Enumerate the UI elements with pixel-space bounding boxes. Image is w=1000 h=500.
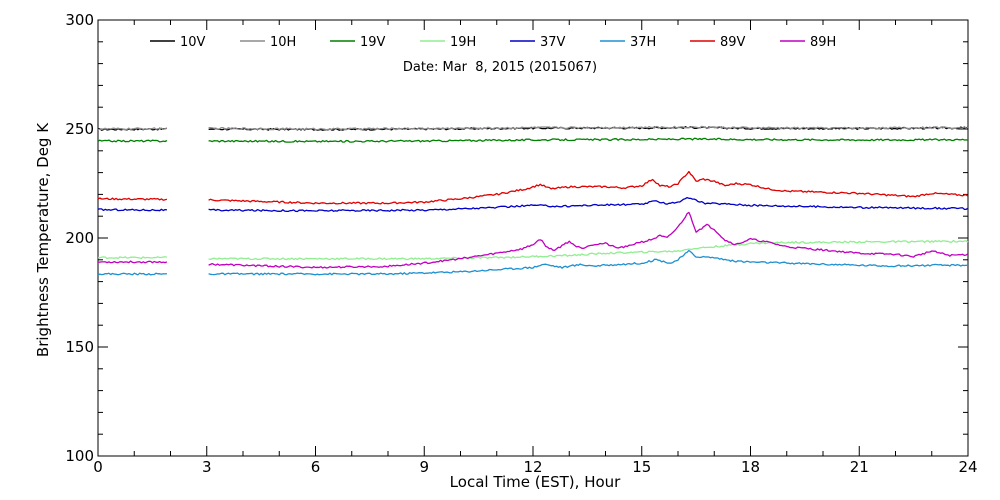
x-axis-title: Local Time (EST), Hour bbox=[450, 473, 621, 491]
x-tick-label: 24 bbox=[958, 458, 977, 476]
series-line-10h bbox=[97, 125, 969, 131]
series-layer bbox=[97, 125, 969, 276]
x-tick-label: 9 bbox=[419, 458, 429, 476]
y-tick-label: 250 bbox=[65, 120, 94, 138]
x-tick-label: 0 bbox=[93, 458, 103, 476]
legend-label-37h: 37H bbox=[630, 35, 656, 50]
series-line-19v bbox=[97, 137, 969, 143]
series-line-37h bbox=[97, 249, 969, 276]
y-tick-label: 300 bbox=[65, 11, 94, 29]
y-axis-title: Brightness Temperature, Deg K bbox=[34, 122, 52, 357]
legend: 10V 10H 19V 19H 37V 37H 89V 89H bbox=[150, 35, 836, 50]
x-tick-label: 12 bbox=[523, 458, 542, 476]
y-tick-label: 200 bbox=[65, 229, 94, 247]
legend-label-10v: 10V bbox=[180, 35, 206, 50]
x-tick-label: 18 bbox=[741, 458, 760, 476]
x-tick-label: 6 bbox=[311, 458, 321, 476]
y-tick-label: 100 bbox=[65, 447, 94, 465]
x-tick-label: 21 bbox=[850, 458, 869, 476]
x-axis: 0 3 6 9 12 15 18 21 24 bbox=[93, 20, 978, 476]
legend-label-89v: 89V bbox=[720, 35, 746, 50]
chart-subtitle: Date: Mar 8, 2015 (2015067) bbox=[403, 60, 597, 75]
series-line-19h bbox=[97, 239, 969, 261]
x-tick-label: 15 bbox=[632, 458, 651, 476]
series-line-89h bbox=[98, 211, 969, 269]
series-line-89v bbox=[97, 170, 969, 205]
y-axis: 100 150 200 250 300 bbox=[65, 11, 968, 465]
x-tick-label: 3 bbox=[202, 458, 212, 476]
legend-label-89h: 89H bbox=[810, 35, 836, 50]
legend-label-37v: 37V bbox=[540, 35, 566, 50]
legend-label-19v: 19V bbox=[360, 35, 386, 50]
series-line-37v bbox=[97, 196, 969, 213]
y-tick-label: 150 bbox=[65, 338, 94, 356]
legend-label-19h: 19H bbox=[450, 35, 476, 50]
legend-label-10h: 10H bbox=[270, 35, 296, 50]
